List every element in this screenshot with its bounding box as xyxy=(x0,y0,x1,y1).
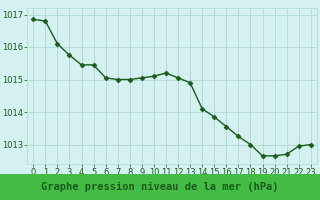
Text: Graphe pression niveau de la mer (hPa): Graphe pression niveau de la mer (hPa) xyxy=(41,182,279,192)
